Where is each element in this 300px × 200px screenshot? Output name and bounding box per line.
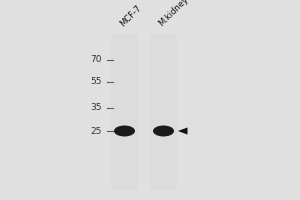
Text: 25: 25	[91, 127, 102, 136]
Bar	[150, 34, 177, 190]
Text: 70: 70	[91, 55, 102, 64]
Text: 55: 55	[91, 77, 102, 86]
Bar	[111, 34, 138, 190]
Text: MCF-7: MCF-7	[118, 3, 143, 28]
Polygon shape	[178, 127, 188, 135]
Ellipse shape	[153, 126, 174, 136]
Text: M.kidney: M.kidney	[157, 0, 190, 28]
Ellipse shape	[114, 126, 135, 136]
Text: 35: 35	[91, 104, 102, 112]
